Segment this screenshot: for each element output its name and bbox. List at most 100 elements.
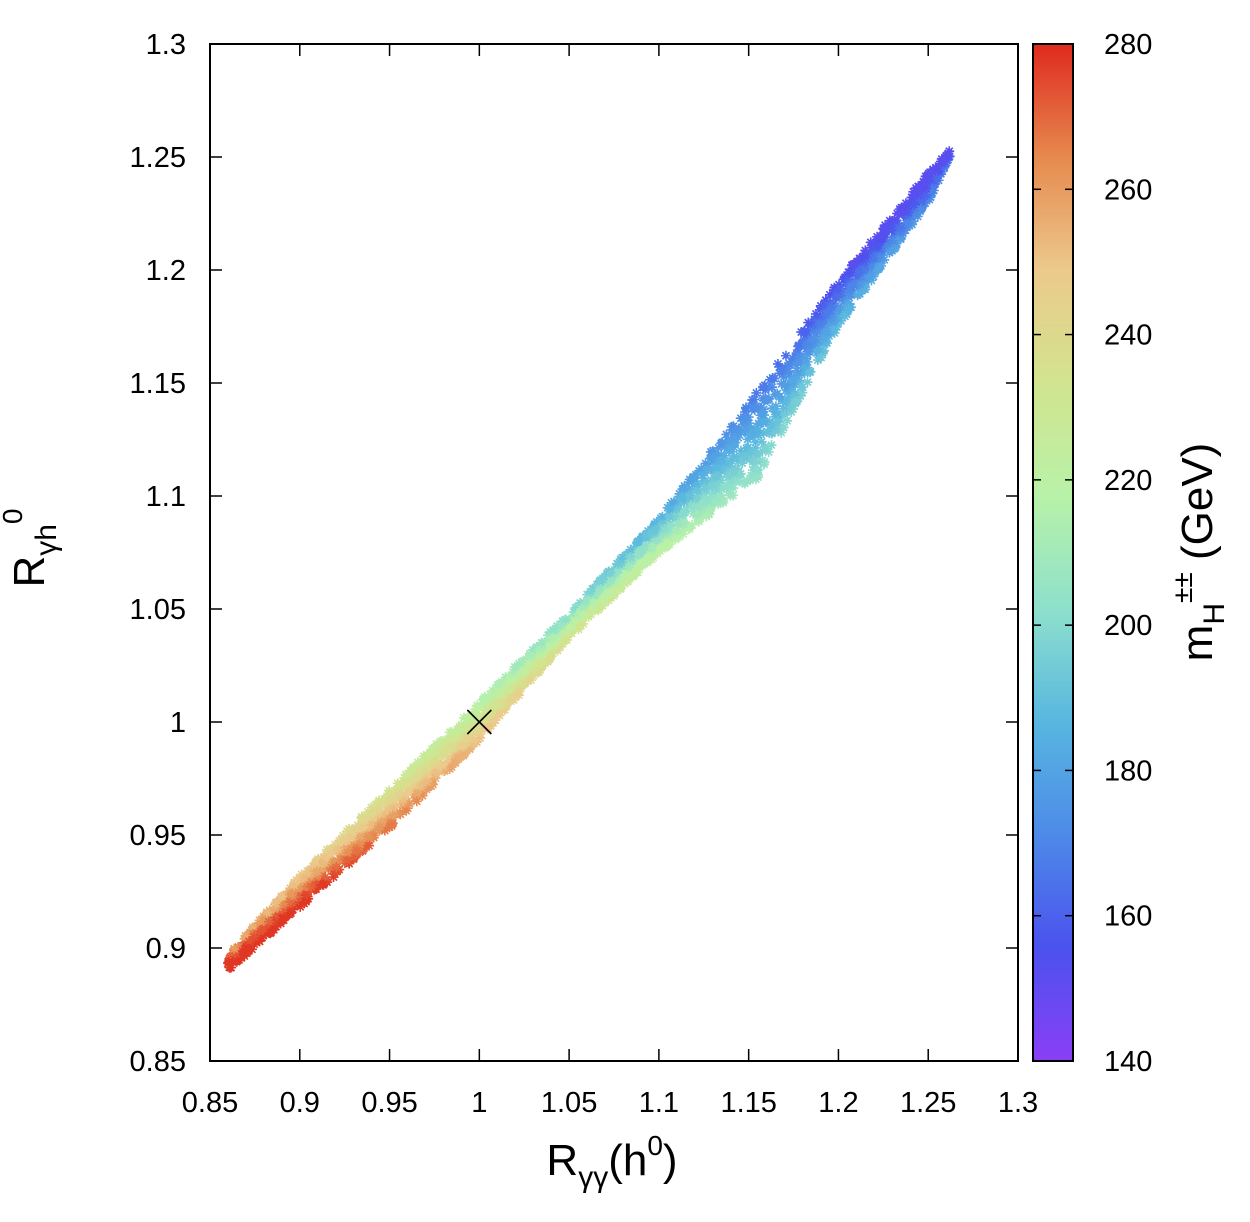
scatter-point — [377, 796, 388, 807]
scatter-point — [769, 424, 780, 435]
scatter-point — [342, 855, 353, 866]
scatter-point — [740, 406, 751, 417]
y-tick-label: 0.9 — [146, 933, 186, 965]
scatter-point — [903, 207, 914, 218]
scatter-point — [298, 872, 309, 883]
scatter-point — [772, 358, 783, 369]
scatter-point — [702, 464, 713, 475]
scatter-point — [439, 746, 450, 757]
scatter-point — [439, 758, 450, 769]
scatter-point — [383, 805, 394, 816]
scatter-point — [803, 317, 814, 328]
scatter-point — [383, 788, 394, 799]
scatter-point — [661, 517, 672, 528]
scatter-point — [739, 452, 750, 463]
scatter-point — [783, 393, 794, 404]
scatter-point — [694, 501, 705, 512]
scatter-point — [482, 696, 493, 707]
scatter-point — [585, 586, 596, 597]
scatter-point — [276, 891, 287, 902]
scatter-point — [632, 537, 643, 548]
scatter-point — [709, 455, 720, 466]
scatter-point — [342, 847, 353, 858]
scatter-point — [735, 445, 746, 456]
scatter-point — [320, 871, 331, 882]
scatter-point — [467, 737, 478, 748]
scatter-point — [605, 574, 616, 585]
scatter-point — [738, 419, 749, 430]
x-tick-label: 0.85 — [182, 1087, 238, 1119]
scatter-point — [358, 822, 369, 833]
scatter-point — [640, 531, 651, 542]
scatter-point — [594, 601, 605, 612]
scatter-point — [656, 543, 667, 554]
scatter-point — [358, 814, 369, 825]
scatter-point — [870, 266, 881, 277]
scatter-point — [728, 483, 739, 494]
colorbar-tick-label: 260 — [1104, 174, 1152, 206]
scatter-point — [914, 198, 925, 209]
scatter-point — [702, 494, 713, 505]
scatter-point — [742, 475, 753, 486]
scatter-point — [836, 315, 847, 326]
scatter-point — [256, 915, 267, 926]
scatter-point — [452, 724, 463, 735]
scatter-point — [766, 420, 777, 431]
scatter-point — [566, 628, 577, 639]
scatter-point — [671, 503, 682, 514]
scatter-point — [757, 408, 768, 419]
scatter-point — [908, 205, 919, 216]
scatter-point — [791, 349, 802, 360]
scatter-point — [800, 363, 811, 374]
scatter-point — [544, 653, 555, 664]
scatter-point — [279, 898, 290, 909]
scatter-point — [787, 353, 798, 364]
scatter-point — [751, 401, 762, 412]
scatter-point — [481, 713, 492, 724]
scatter-point — [740, 424, 751, 435]
scatter-point — [743, 412, 754, 423]
scatter-point — [664, 520, 675, 531]
scatter-point — [364, 840, 375, 851]
scatter-point — [527, 644, 538, 655]
scatter-point — [444, 742, 455, 753]
scatter-point — [933, 166, 944, 177]
scatter-point — [778, 422, 789, 433]
scatter-point — [518, 666, 529, 677]
y-tick-label: 1.15 — [130, 368, 186, 400]
scatter-point — [641, 540, 652, 551]
scatter-point — [548, 625, 559, 636]
scatter-point — [880, 220, 891, 231]
scatter-point — [853, 274, 864, 285]
scatter-point — [288, 880, 299, 891]
scatter-point — [463, 722, 474, 733]
scatter-point — [575, 598, 586, 609]
plot-frame — [209, 43, 1019, 1062]
scatter-point — [751, 387, 762, 398]
scatter-point — [873, 264, 884, 275]
scatter-point — [503, 684, 514, 695]
scatter-point — [425, 773, 436, 784]
scatter-point — [758, 417, 769, 428]
scatter-point — [837, 287, 848, 298]
scatter-point — [925, 167, 936, 178]
scatter-point — [823, 319, 834, 330]
scatter-point — [860, 270, 871, 281]
scatter-point — [741, 403, 752, 414]
scatter-point — [578, 601, 589, 612]
scatter-point — [876, 245, 887, 256]
scatter-point — [632, 564, 643, 575]
scatter-point — [252, 921, 263, 932]
scatter-point — [700, 458, 711, 469]
scatter-point — [934, 163, 945, 174]
scatter-point — [500, 698, 511, 709]
scatter-point — [692, 478, 703, 489]
scatter-point — [706, 497, 717, 508]
scatter-point — [521, 654, 531, 665]
scatter-point — [398, 794, 409, 805]
scatter-point — [492, 688, 503, 699]
scatter-point — [384, 785, 395, 796]
scatter-point — [762, 426, 773, 437]
scatter-point — [841, 302, 852, 313]
scatter-point — [512, 662, 523, 673]
